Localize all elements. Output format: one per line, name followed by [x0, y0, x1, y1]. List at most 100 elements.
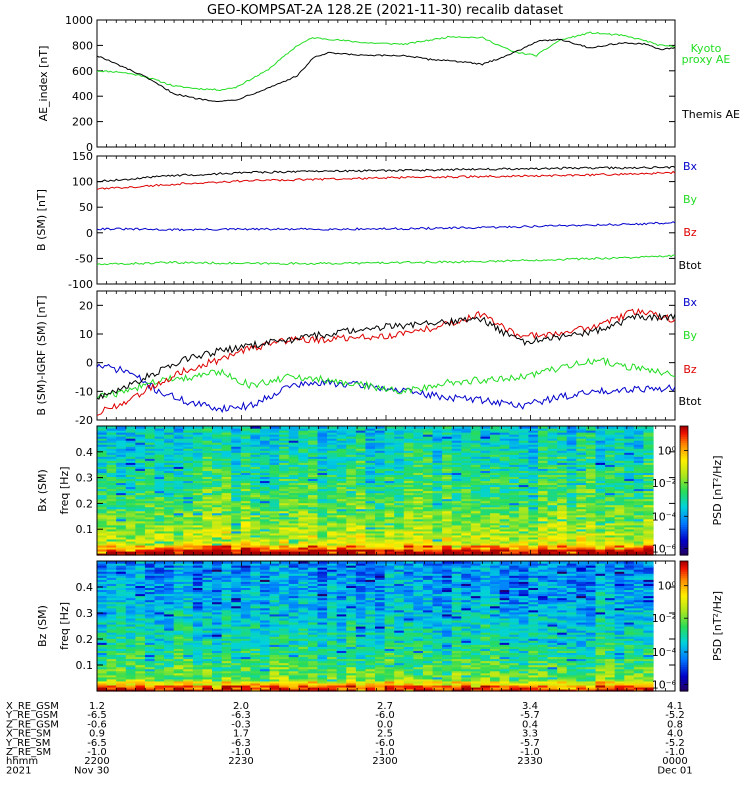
- spectro-cell: [413, 538, 424, 542]
- spectro-cell: [518, 484, 529, 488]
- spectro-cell: [557, 550, 568, 554]
- spectro-cell: [585, 670, 597, 674]
- spectro-cell: [394, 456, 405, 459]
- spectro-cell: [298, 490, 309, 494]
- spectro-cell: [375, 492, 386, 496]
- spectro-cell: [451, 448, 462, 451]
- spectro-cell: [566, 504, 577, 508]
- spectro-cell: [106, 502, 117, 506]
- spectro-cell: [250, 470, 261, 473]
- spectro-cell: [288, 674, 299, 678]
- spectro-cell: [403, 488, 414, 492]
- spectro-cell: [614, 440, 625, 443]
- spectro-cell: [279, 500, 290, 504]
- spectro-cell: [317, 540, 328, 544]
- spectro-cell: [259, 458, 271, 461]
- spectro-cell: [585, 672, 597, 676]
- spectro-cell: [403, 512, 414, 516]
- spectro-cell: [231, 478, 242, 482]
- spectro-cell: [537, 496, 549, 500]
- spectro-cell: [269, 504, 280, 508]
- spectro-cell: [307, 444, 319, 447]
- spectro-cell: [403, 484, 414, 488]
- spectro-cell: [480, 546, 491, 550]
- spectro-cell: [518, 450, 529, 453]
- spectro-cell: [144, 464, 156, 467]
- spectro-cell: [240, 482, 251, 486]
- spectro-cell: [240, 676, 251, 680]
- spectro-cell: [394, 500, 405, 504]
- spectro-cell: [518, 546, 529, 550]
- spectro-cell: [106, 512, 117, 516]
- spectro-cell: [518, 536, 529, 540]
- colorbar-cell: [680, 542, 688, 545]
- spectro-cell: [144, 504, 156, 508]
- spectro-cell: [605, 430, 616, 433]
- spectro-cell: [125, 468, 136, 471]
- spectro-cell: [144, 526, 156, 530]
- spectro-cell: [355, 482, 367, 486]
- spectro-cell: [537, 454, 549, 457]
- spectro-cell: [202, 516, 213, 520]
- spectro-cell: [585, 518, 597, 522]
- spectro-cell: [585, 522, 597, 526]
- spectro-cell: [116, 688, 127, 692]
- spectro-cell: [518, 548, 529, 552]
- spectro-cell: [144, 466, 156, 469]
- spectro-cell: [144, 448, 156, 451]
- spectro-cell: [451, 508, 462, 512]
- spectro-cell: [422, 508, 434, 512]
- spectro-cell: [605, 468, 616, 471]
- spectro-cell: [394, 436, 405, 439]
- spectro-cell: [307, 466, 319, 469]
- spectro-cell: [154, 446, 165, 449]
- spectro-cell: [384, 470, 395, 473]
- spectro-cell: [451, 426, 462, 429]
- spectro-cell: [355, 514, 367, 518]
- spectro-cell: [509, 468, 520, 471]
- spectro-cell: [183, 552, 194, 556]
- spectro-cell: [614, 536, 625, 540]
- spectro-cell: [183, 504, 194, 508]
- spectro-cell: [566, 428, 577, 431]
- spectro-cell: [595, 484, 606, 488]
- spectro-cell: [317, 484, 328, 488]
- spectro-cell: [442, 524, 453, 528]
- spectro-cell: [231, 668, 242, 672]
- spectro-cell: [442, 534, 453, 538]
- spectro-cell: [394, 466, 405, 469]
- spectro-cell: [624, 686, 635, 690]
- spectro-cell: [528, 688, 539, 692]
- spectro-cell: [231, 548, 242, 552]
- spectro-cell: [461, 520, 472, 524]
- spectro-cell: [643, 506, 654, 510]
- spectro-cell: [595, 506, 606, 510]
- spectro-cell: [259, 486, 271, 490]
- spectro-cell: [576, 686, 587, 690]
- spectro-cell: [509, 528, 520, 532]
- spectro-cell: [403, 680, 414, 684]
- spectro-cell: [384, 548, 395, 552]
- spectro-cell: [346, 526, 357, 530]
- spectro-cell: [240, 682, 251, 686]
- spectro-cell: [336, 456, 347, 459]
- spectro-cell: [566, 448, 577, 451]
- spectro-cell: [288, 528, 299, 532]
- spectro-cell: [384, 684, 395, 688]
- spectro-cell: [221, 426, 232, 429]
- spectro-cell: [173, 540, 184, 544]
- spectro-cell: [375, 446, 386, 449]
- spectro-cell: [375, 538, 386, 542]
- spectro-cell: [231, 472, 242, 475]
- spectro-cell: [557, 476, 568, 480]
- spectro-cell: [212, 688, 223, 692]
- spectro-cell: [317, 526, 328, 530]
- spectro-cell: [518, 540, 529, 544]
- spectro-cell: [154, 480, 165, 484]
- spectro-cell: [509, 438, 520, 441]
- spectro-cell: [413, 466, 424, 469]
- spectro-cell: [173, 446, 184, 449]
- spectro-cell: [298, 458, 309, 461]
- colorbar-cell: [680, 473, 688, 477]
- spectro-cell: [461, 680, 472, 684]
